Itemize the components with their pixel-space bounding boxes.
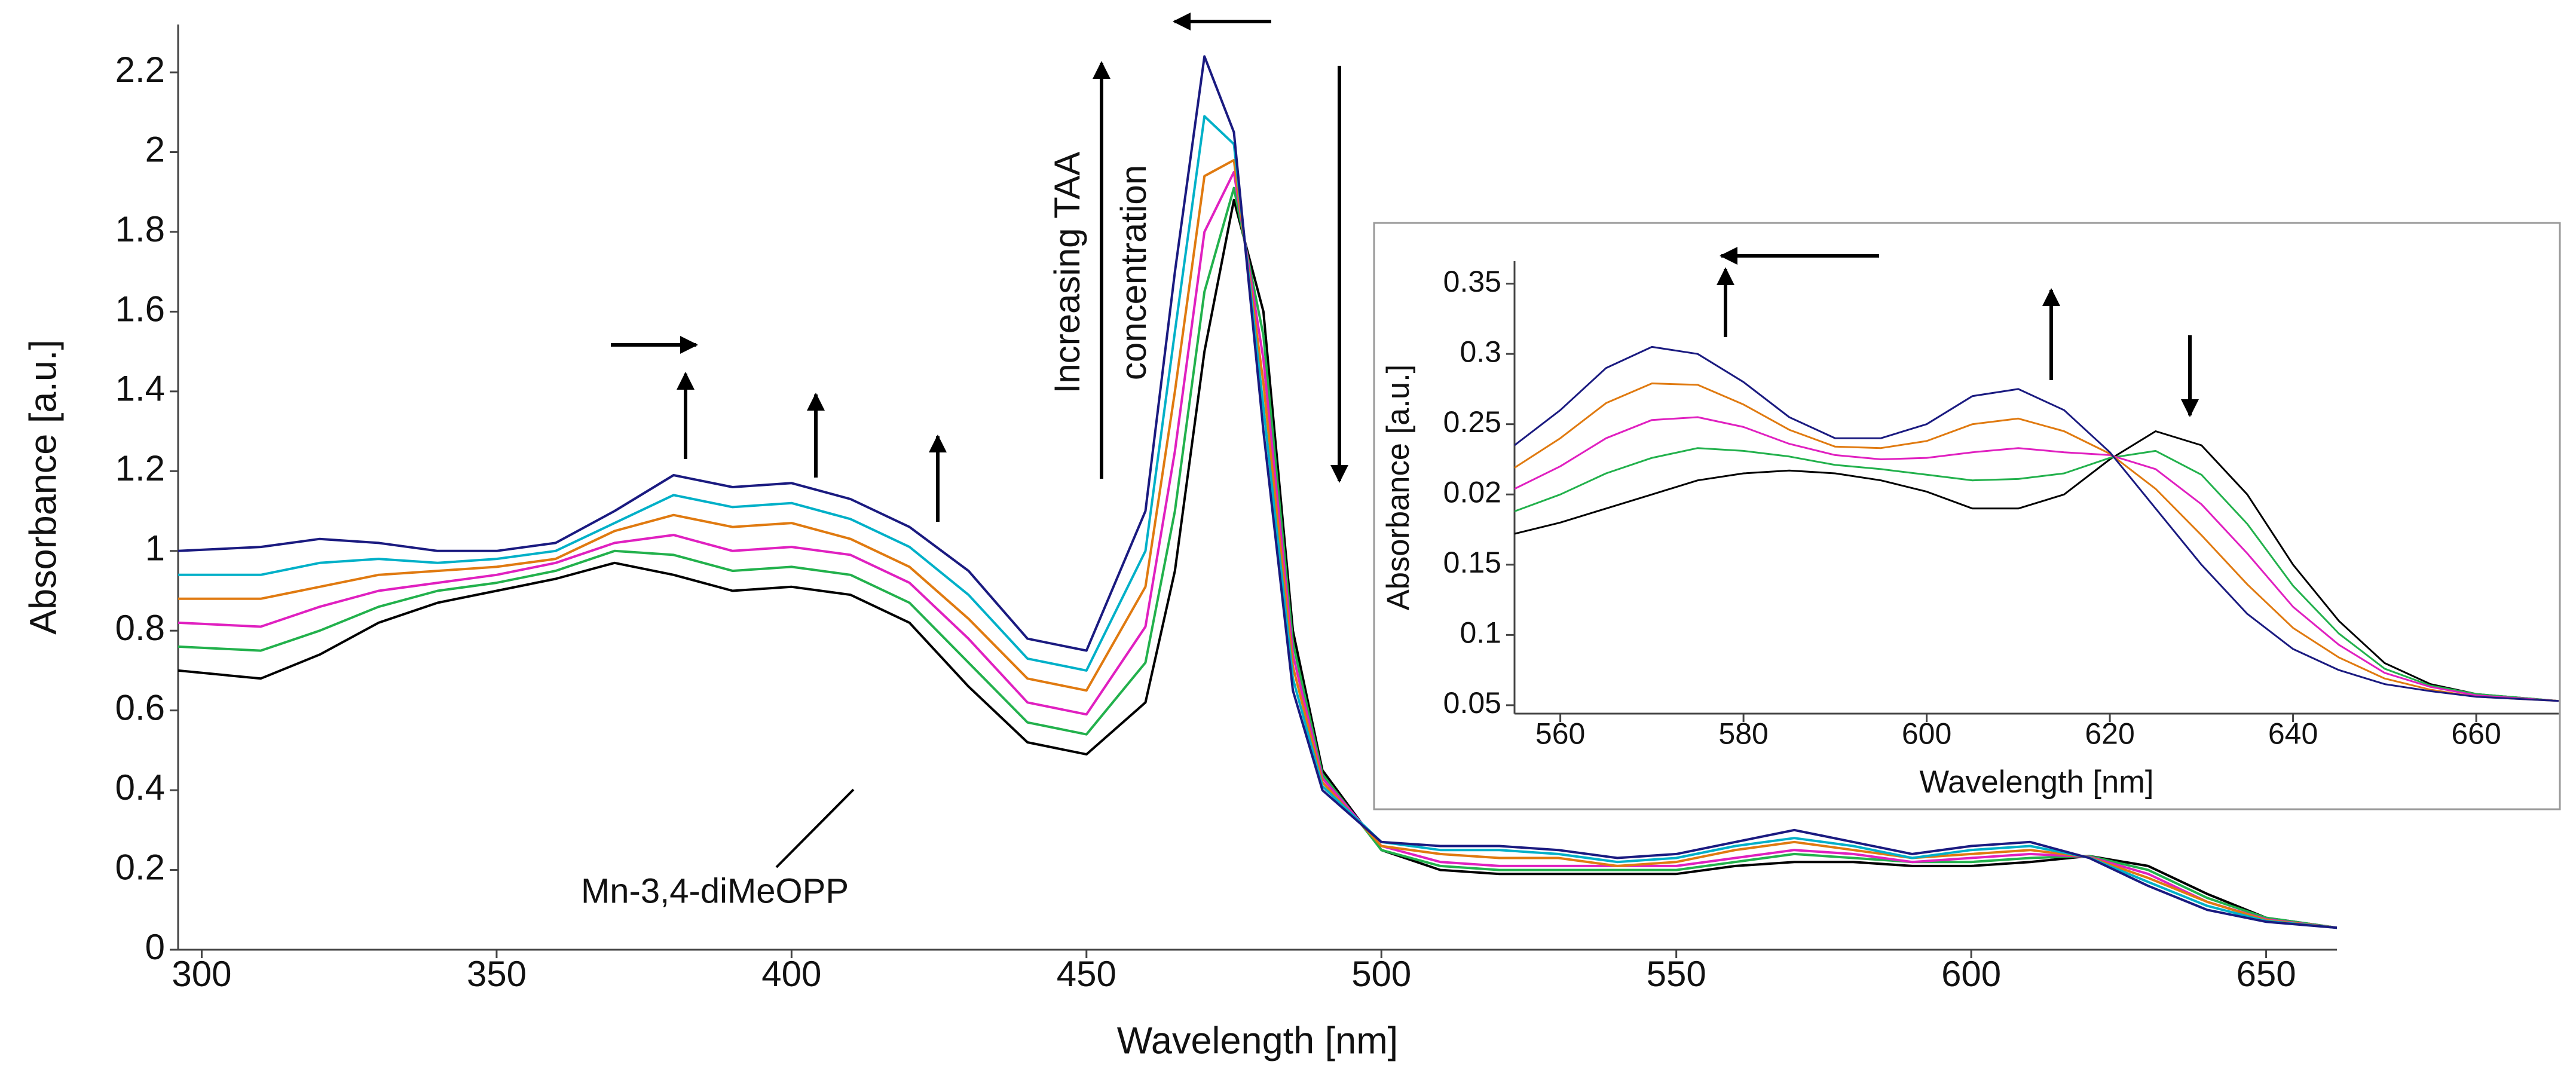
series-line <box>178 55 2337 929</box>
annotation: concentration <box>1113 165 1154 380</box>
y-tick-label: 1.2 <box>115 448 165 488</box>
x-tick-label: 640 <box>2268 717 2318 751</box>
main-plot: 0 0.2 0.4 0.6 0.8 1 1.2 1.4 1.6 1.8 2 2.2 300 350 400 4… <box>23 25 2337 1062</box>
x-axis-label: Wavelength [nm] <box>1117 1020 1398 1062</box>
series-line <box>1515 345 2559 702</box>
y-tick-label: 0.15 <box>1443 546 1501 579</box>
y-axis-label: Absorbance [a.u.] <box>1381 365 1416 611</box>
y-tick-label: 0.2 <box>115 847 165 887</box>
y-tick-label: 0.35 <box>1443 265 1501 298</box>
inset-arrows <box>1717 247 2199 417</box>
x-axis-label: Wavelength [nm] <box>1920 764 2154 800</box>
series-line <box>1515 447 2559 702</box>
series-line <box>1515 383 2559 702</box>
y-tick-label: 0.1 <box>1460 616 1501 650</box>
x-tick-label: 580 <box>1718 717 1768 751</box>
y-tick-label: 0 <box>145 927 165 967</box>
x-tick-label: 450 <box>1057 954 1116 994</box>
annotation: Increasing TAA <box>1047 152 1087 394</box>
y-tick-label: 0.8 <box>115 608 165 648</box>
x-tick-label: 550 <box>1647 954 1706 994</box>
y-tick-label: 2.2 <box>115 50 165 90</box>
y-tick-label: 1 <box>145 528 165 568</box>
leader-line <box>775 788 855 868</box>
y-tick-label: 0.6 <box>115 687 165 727</box>
x-tick-label: 600 <box>1902 717 1951 751</box>
y-tick-label: 1.8 <box>115 209 165 249</box>
y-tick-label: 0.3 <box>1460 335 1501 368</box>
y-tick-label: 2 <box>145 129 165 169</box>
y-axis-label: Absorbance [a.u.] <box>23 339 65 635</box>
x-tick-label: 500 <box>1351 954 1411 994</box>
x-tick-label: 660 <box>2451 717 2501 751</box>
y-tick-label: 1.4 <box>115 369 165 409</box>
series-line <box>1515 416 2559 702</box>
x-tick-label: 560 <box>1535 717 1585 751</box>
x-tick-label: 350 <box>467 954 527 994</box>
y-tick-label: 0.02 <box>1443 475 1501 509</box>
x-tick-label: 650 <box>2237 954 2296 994</box>
annotation: Mn-3,4-diMeOPP <box>581 871 849 910</box>
y-tick-label: 0.25 <box>1443 405 1501 439</box>
y-tick-label: 0.4 <box>115 767 165 807</box>
annotations: Increasing TAA concentration Mn-3,4-diMe… <box>581 13 1348 910</box>
x-tick-label: 620 <box>2085 717 2134 751</box>
y-tick-label: 1.6 <box>115 289 165 329</box>
y-tick-label: 0.05 <box>1443 686 1501 720</box>
series-line <box>1515 430 2559 702</box>
inset-plot: 0.05 0.1 0.15 0.02 0.25 0.3 0.35 560 580 600 620 64… <box>1381 261 2559 800</box>
x-tick-label: 400 <box>761 954 821 994</box>
x-tick-label: 300 <box>172 954 231 994</box>
inset-frame <box>1373 222 2561 810</box>
x-tick-label: 600 <box>1941 954 2001 994</box>
